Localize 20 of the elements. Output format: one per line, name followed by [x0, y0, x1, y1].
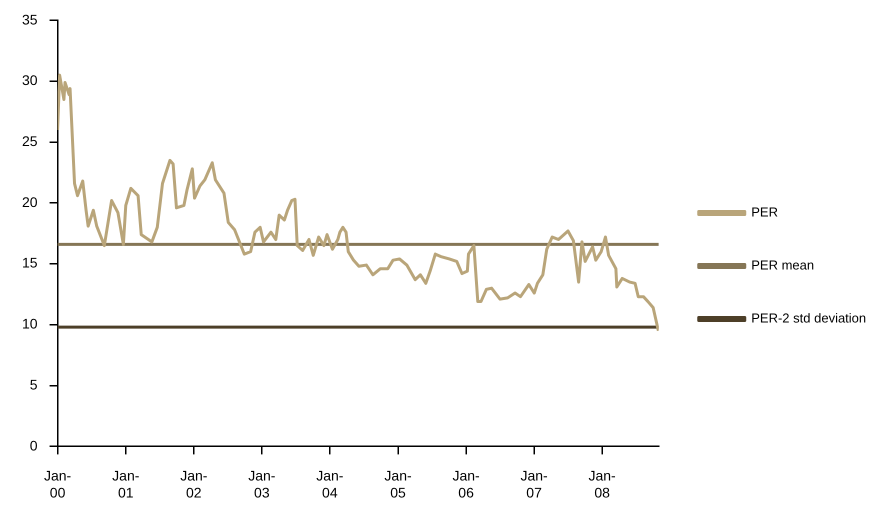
- x-tick-label: Jan-07: [520, 468, 548, 500]
- x-tick-label: Jan-01: [112, 468, 140, 500]
- x-tick-label: Jan-05: [384, 468, 412, 500]
- x-tick-label: Jan-02: [180, 468, 208, 500]
- x-tick-label: Jan-03: [248, 468, 276, 500]
- y-tick-label: 25: [22, 132, 38, 149]
- y-tick-label: 5: [30, 376, 38, 392]
- legend-label: PER-2 std deviation: [751, 310, 866, 326]
- y-tick-label: 30: [22, 72, 38, 88]
- legend-label: PER: [751, 204, 778, 220]
- x-tick-label: Jan-08: [588, 468, 616, 500]
- legend-label: PER mean: [751, 258, 814, 273]
- x-tick-label: Jan-04: [316, 468, 344, 500]
- y-tick-label: 0: [30, 437, 38, 454]
- y-tick-label: 15: [22, 254, 38, 271]
- y-tick-label: 20: [22, 194, 38, 210]
- y-tick-label: 35: [22, 11, 38, 28]
- y-tick-label: 10: [22, 316, 38, 332]
- x-tick-label: Jan-00: [44, 468, 72, 500]
- x-tick-label: Jan-06: [452, 468, 480, 500]
